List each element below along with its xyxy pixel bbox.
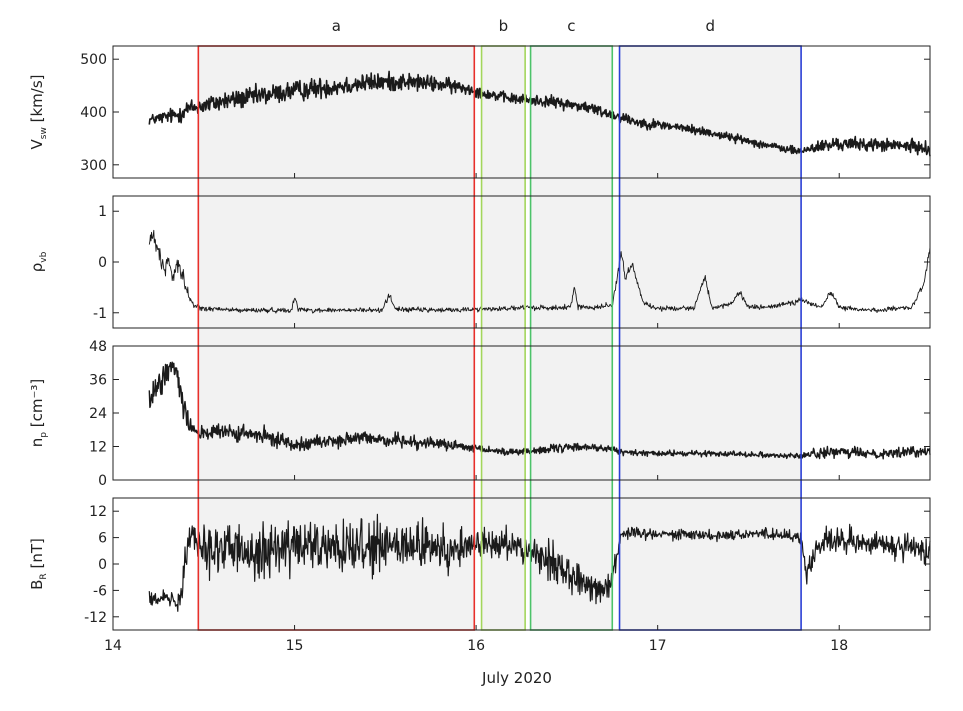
x-axis-label: July 2020	[481, 669, 552, 687]
region-label-d: d	[706, 17, 716, 35]
region-label-a: a	[332, 17, 341, 35]
ylabel-rho: ρvb	[28, 251, 49, 272]
ylabel-br: BR [nT]	[28, 538, 49, 590]
panels	[148, 70, 931, 612]
ylabel-np: np [cm⁻³]	[28, 379, 49, 448]
xtick-label-3: 17	[649, 638, 667, 654]
xtick-label-2: 16	[467, 638, 485, 654]
ytick-label-vsw-1: 400	[80, 105, 107, 121]
region-label-b: b	[499, 17, 509, 35]
series-line-vsw	[148, 70, 931, 157]
ytick-label-rho-0: -1	[93, 306, 107, 322]
region-label-c: c	[567, 17, 575, 35]
ytick-label-rho-1: 0	[98, 255, 107, 271]
ytick-label-np-0: 0	[98, 473, 107, 489]
ylabel-vsw: Vsw [km/s]	[28, 75, 49, 150]
region-shade-c	[530, 46, 613, 630]
panel-frames	[112, 45, 931, 631]
xtick-label-1: 15	[286, 638, 304, 654]
xtick-label-4: 18	[830, 638, 848, 654]
series-line-np	[148, 361, 931, 460]
series-line-rho	[148, 229, 931, 314]
ytick-label-vsw-0: 300	[80, 158, 107, 174]
series-line-br	[148, 513, 931, 612]
ytick-label-vsw-2: 500	[80, 52, 107, 68]
ytick-label-br-4: 12	[89, 504, 107, 520]
xtick-label-0: 14	[104, 638, 122, 654]
ytick-label-rho-2: 1	[98, 204, 107, 220]
ytick-label-np-3: 36	[89, 373, 107, 389]
ytick-label-np-2: 24	[89, 406, 107, 422]
ytick-label-br-1: -6	[93, 583, 107, 599]
ytick-label-br-3: 6	[98, 531, 107, 547]
ytick-label-np-4: 48	[89, 339, 107, 355]
ytick-label-br-2: 0	[98, 557, 107, 573]
ytick-label-np-1: 12	[89, 440, 107, 456]
tick-labels: 300 400 500 Vsw [km/s] -1 0 1 ρvb 0 12 24 36 48 np [c…	[28, 52, 848, 654]
ytick-label-br-0: -12	[84, 610, 107, 626]
